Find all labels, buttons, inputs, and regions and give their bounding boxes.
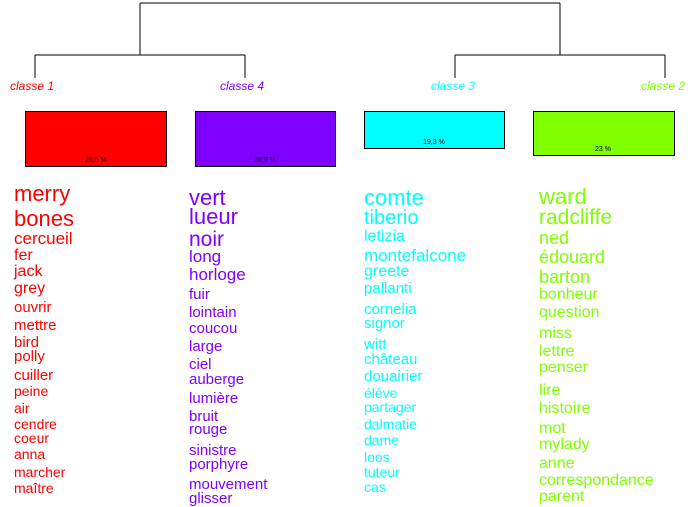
word-item: coucou — [189, 320, 238, 337]
word-item: ouvrir — [14, 299, 52, 316]
word-item: château — [364, 351, 418, 368]
word-item: montefalcone — [364, 246, 467, 265]
word-item: miss — [539, 325, 572, 342]
word-item: cas — [364, 479, 386, 495]
word-item: sinistre — [189, 442, 237, 459]
word-item: mouvement — [189, 476, 268, 493]
word-item: tiberio — [364, 207, 419, 229]
word-item: anna — [14, 446, 46, 462]
cluster-label-classe-2: classe 2 — [641, 79, 686, 93]
word-item: loos — [364, 449, 390, 465]
word-item: dame — [364, 432, 400, 448]
word-item: lointain — [189, 304, 237, 321]
word-item: correspondance — [539, 472, 654, 489]
word-item: bird — [14, 334, 40, 351]
word-item: vert — [189, 185, 226, 210]
word-item: ned — [539, 228, 570, 248]
word-item: partager — [364, 399, 417, 415]
word-item: noir — [189, 228, 225, 251]
word-item: barton — [539, 267, 591, 287]
word-item: anne — [539, 455, 575, 472]
word-item: radcliffe — [539, 206, 613, 229]
cluster-percent-classe-3: 19,3 % — [423, 139, 445, 146]
word-item: lire — [539, 382, 561, 399]
word-item: lueur — [189, 204, 238, 229]
word-item: comte — [364, 185, 424, 210]
word-item: bones — [14, 206, 74, 231]
cluster-percent-classe-1: 26,6 % — [85, 157, 107, 164]
word-item: élève — [364, 385, 398, 401]
word-item: witt — [364, 336, 387, 353]
word-item: marcher — [14, 464, 66, 480]
cluster-bar-classe-4 — [195, 111, 336, 167]
word-item: ciel — [189, 356, 212, 373]
word-item: bruit — [189, 408, 219, 425]
word-item: rouge — [189, 421, 228, 438]
word-item: fuir — [189, 286, 210, 303]
word-item: polly — [14, 348, 45, 365]
word-item: bonheur — [539, 286, 598, 303]
word-item: horloge — [189, 265, 246, 284]
word-item: dalmatie — [364, 416, 417, 432]
word-item: parent — [539, 488, 585, 505]
word-item: histoire — [539, 400, 591, 417]
word-item: cuiller — [14, 367, 54, 384]
word-item: ward — [539, 184, 587, 209]
word-item: édouard — [539, 247, 606, 267]
cluster-label-classe-1: classe 1 — [10, 79, 55, 93]
cluster-percent-classe-2: 23 % — [595, 146, 611, 153]
cluster-bar-classe-2 — [533, 111, 675, 156]
word-item: maître — [14, 480, 54, 496]
word-item: auberge — [189, 371, 245, 388]
word-item: glisser — [189, 490, 233, 507]
word-item: pallanti — [364, 280, 412, 297]
cluster-percent-classe-4: 26,9 % — [254, 157, 276, 164]
word-item: long — [189, 247, 222, 266]
word-item: large — [189, 338, 223, 355]
cluster-bar-classe-3 — [364, 111, 505, 149]
word-item: cornelia — [364, 301, 417, 318]
word-item: greete — [364, 263, 410, 280]
word-item: question — [539, 304, 600, 321]
word-item: letizia — [364, 228, 405, 245]
word-item: mylady — [539, 436, 590, 453]
word-item: lettre — [539, 343, 575, 360]
word-item: porphyre — [189, 456, 249, 473]
cluster-label-classe-3: classe 3 — [431, 79, 476, 93]
word-item: tuteur — [364, 464, 400, 480]
dendrogram — [34, 2, 666, 78]
word-item: peine — [14, 383, 49, 399]
word-item: signor — [364, 315, 405, 332]
word-item: grey — [14, 280, 46, 297]
word-item: mot — [539, 420, 566, 437]
word-item: air — [14, 400, 30, 416]
cluster-bar-classe-1 — [25, 111, 167, 167]
word-item: cercueil — [14, 229, 73, 248]
word-item: penser — [539, 359, 588, 376]
word-item: douairier — [364, 368, 423, 385]
word-item: cendre — [14, 416, 57, 432]
word-item: fer — [14, 247, 33, 264]
word-item: mettre — [14, 317, 57, 334]
word-item: merry — [14, 181, 71, 206]
word-item: lumière — [189, 390, 239, 407]
word-item: jack — [14, 263, 43, 280]
cluster-label-classe-4: classe 4 — [220, 79, 265, 93]
word-item: coeur — [14, 430, 50, 446]
